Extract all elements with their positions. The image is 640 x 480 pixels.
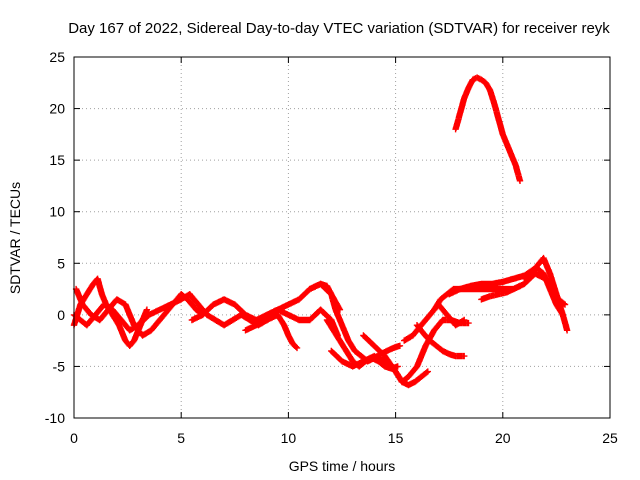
series-arc-16 <box>478 282 524 303</box>
chart-title: Day 167 of 2022, Sidereal Day-to-day VTE… <box>68 20 610 37</box>
x-tick-label: 15 <box>388 430 404 446</box>
x-tick-labels: 0 5 10 15 20 25 <box>70 430 618 446</box>
y-tick-label: 20 <box>49 101 65 117</box>
y-tick-label: 5 <box>57 255 65 271</box>
series-arc-17 <box>521 265 566 319</box>
y-tick-label: 10 <box>49 204 65 220</box>
series-arc-18 <box>452 74 524 184</box>
x-tick-label: 5 <box>177 430 185 446</box>
series-arc-6 <box>242 311 301 352</box>
data-series <box>70 74 571 389</box>
y-tick-label: -5 <box>53 358 66 374</box>
series-arc-8 <box>306 280 404 365</box>
y-axis-label: SDTVAR / TECUs <box>7 182 23 294</box>
x-tick-label: 0 <box>70 430 78 446</box>
x-tick-label: 10 <box>281 430 297 446</box>
series-arc-1 <box>70 275 151 349</box>
x-tick-label: 20 <box>495 430 511 446</box>
y-tick-label: 25 <box>49 49 65 65</box>
y-tick-label: -10 <box>45 410 65 426</box>
series-arc-11 <box>360 332 431 389</box>
series-arc-13 <box>413 322 468 360</box>
grid-lines <box>74 57 610 418</box>
plot-frame <box>73 56 611 419</box>
y-tick-label: 15 <box>49 152 65 168</box>
series-arc-4 <box>135 291 271 329</box>
x-axis-label: GPS time / hours <box>289 458 396 474</box>
y-tick-label: 0 <box>57 307 65 323</box>
y-tick-labels: -10 -5 0 5 10 15 20 25 <box>45 49 65 426</box>
x-tick-label: 25 <box>602 430 618 446</box>
